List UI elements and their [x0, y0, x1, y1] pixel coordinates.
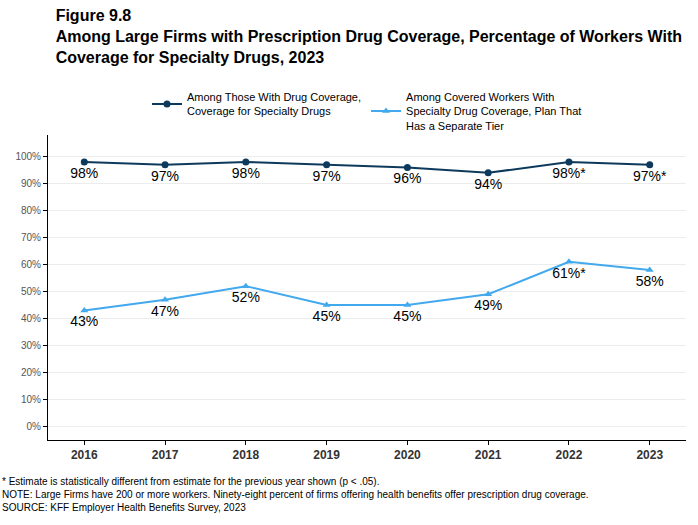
- svg-text:43%: 43%: [70, 313, 98, 329]
- svg-text:98%: 98%: [232, 165, 260, 181]
- svg-text:98%*: 98%*: [552, 165, 586, 181]
- svg-text:2022: 2022: [556, 448, 583, 462]
- svg-text:20%: 20%: [21, 367, 41, 378]
- svg-text:100%: 100%: [15, 151, 41, 162]
- svg-text:70%: 70%: [21, 232, 41, 243]
- svg-text:98%: 98%: [70, 165, 98, 181]
- svg-text:97%*: 97%*: [633, 168, 667, 184]
- svg-text:45%: 45%: [393, 308, 421, 324]
- svg-text:Figure 9.8Among Large Firms wi: Figure 9.8Among Large Firms with Prescri…: [56, 7, 682, 66]
- svg-text:Among Covered Workers WithSpec: Among Covered Workers WithSpecialty Drug…: [406, 91, 581, 132]
- svg-text:97%: 97%: [151, 168, 179, 184]
- svg-text:0%: 0%: [27, 421, 42, 432]
- svg-text:30%: 30%: [21, 340, 41, 351]
- svg-text:2023: 2023: [636, 448, 663, 462]
- svg-text:2017: 2017: [152, 448, 179, 462]
- svg-text:* Estimate is statistically di: * Estimate is statistically different fr…: [2, 476, 589, 513]
- svg-text:61%*: 61%*: [552, 265, 586, 281]
- svg-text:50%: 50%: [21, 286, 41, 297]
- svg-text:2021: 2021: [475, 448, 502, 462]
- svg-text:2016: 2016: [71, 448, 98, 462]
- svg-text:96%: 96%: [393, 170, 421, 186]
- svg-text:80%: 80%: [21, 205, 41, 216]
- svg-text:94%: 94%: [474, 176, 502, 192]
- svg-text:2020: 2020: [394, 448, 421, 462]
- svg-text:40%: 40%: [21, 313, 41, 324]
- svg-text:52%: 52%: [232, 289, 260, 305]
- svg-text:2018: 2018: [232, 448, 259, 462]
- svg-text:2019: 2019: [313, 448, 340, 462]
- svg-text:Among Those With Drug Coverage: Among Those With Drug Coverage,Coverage …: [187, 91, 361, 117]
- svg-text:97%: 97%: [313, 168, 341, 184]
- svg-text:60%: 60%: [21, 259, 41, 270]
- svg-text:10%: 10%: [21, 394, 41, 405]
- svg-text:58%: 58%: [636, 273, 664, 289]
- svg-text:45%: 45%: [313, 308, 341, 324]
- svg-text:47%: 47%: [151, 303, 179, 319]
- svg-text:49%: 49%: [474, 297, 502, 313]
- svg-text:90%: 90%: [21, 178, 41, 189]
